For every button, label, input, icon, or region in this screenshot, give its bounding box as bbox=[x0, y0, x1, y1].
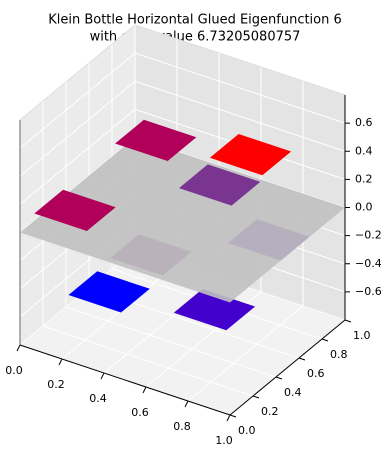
tick-mark bbox=[58, 358, 63, 366]
z-tick-label: 0.2 bbox=[355, 172, 373, 185]
tile bbox=[209, 134, 292, 176]
grid-line bbox=[65, 306, 277, 378]
grid-line bbox=[134, 52, 346, 124]
tick-mark bbox=[298, 357, 306, 361]
tile bbox=[34, 189, 116, 231]
tile bbox=[179, 164, 261, 206]
tile bbox=[173, 289, 256, 331]
z-tick-label: −0.6 bbox=[355, 285, 381, 298]
tick-mark bbox=[321, 338, 329, 342]
y-tick-label: 0.6 bbox=[307, 367, 325, 380]
grid-line bbox=[187, 305, 304, 402]
z-tick-label: −0.4 bbox=[355, 257, 381, 270]
grid-line bbox=[19, 52, 136, 149]
x-tick-label: 0.8 bbox=[173, 420, 191, 433]
y-tick-label: 0.0 bbox=[238, 424, 256, 437]
grid-line bbox=[134, 80, 346, 152]
tick-mark bbox=[229, 414, 237, 418]
chart-title: Klein Bottle Horizontal Glued Eigenfunct… bbox=[48, 13, 342, 28]
plane bbox=[20, 137, 345, 303]
grid-line bbox=[42, 325, 254, 397]
x-tick-label: 0.0 bbox=[5, 364, 23, 377]
y-tick-label: 0.4 bbox=[284, 386, 302, 399]
x-tick-label: 0.6 bbox=[131, 406, 149, 419]
tick-mark bbox=[184, 400, 189, 408]
y-tick-label: 0.8 bbox=[330, 348, 348, 361]
z-tick-label: 0.4 bbox=[355, 144, 373, 157]
tick-mark bbox=[252, 395, 260, 399]
z-tick-label: 0.6 bbox=[355, 116, 373, 129]
y-tick-label: 0.2 bbox=[261, 405, 279, 418]
tick-mark bbox=[16, 344, 21, 352]
tick-mark bbox=[344, 319, 352, 323]
x-axis bbox=[19, 344, 231, 416]
x-tick-label: 1.0 bbox=[215, 434, 233, 447]
x-tick-label: 0.4 bbox=[89, 392, 107, 405]
y-axis bbox=[229, 319, 346, 416]
z-tick-label: 0.0 bbox=[355, 201, 373, 214]
z-tick-label: −0.2 bbox=[355, 229, 381, 242]
y-tick-label: 1.0 bbox=[353, 329, 371, 342]
grid-line bbox=[19, 108, 136, 205]
tick-mark bbox=[226, 414, 231, 422]
tick-mark bbox=[275, 376, 283, 380]
x-tick-label: 0.2 bbox=[47, 378, 65, 391]
tile bbox=[68, 271, 150, 313]
tick-mark bbox=[100, 372, 105, 380]
tick-mark bbox=[142, 386, 147, 394]
grid-line bbox=[19, 80, 136, 177]
tile bbox=[115, 119, 197, 162]
